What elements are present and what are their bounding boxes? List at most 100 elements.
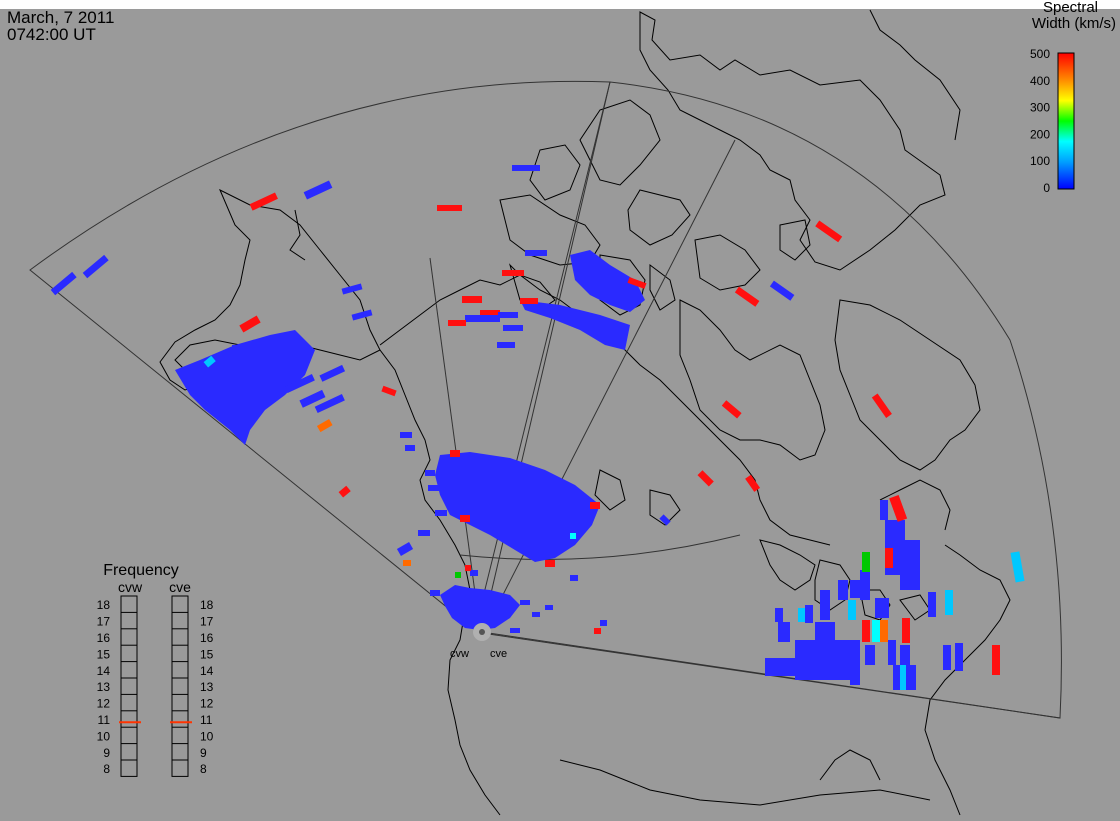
frequency-tick-cvw-11: 11 (98, 713, 111, 727)
scatter-patch (900, 665, 906, 690)
frequency-tick-cve-15: 15 (200, 647, 214, 661)
scatter-patch (795, 640, 860, 680)
scatter-patch (460, 515, 470, 522)
colorbar-title-line1: Spectral (1043, 0, 1098, 16)
radar-scatter-layer (50, 165, 1025, 690)
scatter-patch (880, 620, 888, 642)
scatter-patch (778, 622, 790, 642)
scatter-patch (381, 385, 397, 397)
scatter-patch (545, 605, 553, 610)
top-white-strip (0, 0, 1120, 9)
scatter-patch (450, 450, 460, 457)
frequency-tick-cvw-13: 13 (97, 680, 111, 694)
scatter-patch (470, 570, 478, 576)
frequency-tick-cvw-9: 9 (103, 746, 110, 760)
scatter-patch (203, 355, 216, 368)
scatter-patch (862, 552, 870, 572)
scatter-patch (396, 542, 414, 556)
scatter-patch (314, 394, 345, 414)
scatter-patch (900, 540, 920, 590)
scatter-patch (82, 254, 109, 279)
scatter-patch (594, 628, 601, 634)
scatter-patch (319, 364, 346, 382)
scatter-patch (284, 374, 315, 394)
frequency-column-cvw (120, 595, 138, 777)
scatter-patch (570, 533, 576, 539)
frequency-column-cve (171, 595, 189, 777)
scatter-patch (435, 510, 447, 516)
scatter-central-cluster (435, 452, 600, 562)
scatter-patch (745, 474, 761, 492)
scatter-patch (765, 658, 795, 676)
scatter-patch (627, 277, 647, 289)
scatter-patch (697, 470, 714, 487)
frequency-tick-cvw-17: 17 (97, 615, 111, 629)
colorbar-tick-300: 300 (1030, 101, 1050, 115)
scatter-patch (400, 432, 412, 438)
scatter-patch (871, 393, 892, 418)
scatter-origin-fan (440, 585, 520, 630)
scatter-patch (872, 620, 880, 642)
scatter-patch (590, 502, 600, 509)
frequency-tick-cve-9: 9 (200, 746, 207, 760)
scatter-patch (430, 590, 440, 596)
scatter-patch (50, 271, 77, 296)
scatter-patch (405, 445, 415, 451)
scatter-patch (955, 643, 963, 671)
scatter-patch (351, 309, 373, 321)
scatter-patch (902, 618, 910, 643)
frequency-tick-cve-11: 11 (200, 713, 213, 727)
frequency-tick-cvw-18: 18 (97, 598, 111, 612)
scatter-patch (889, 495, 908, 522)
frequency-tick-cvw-14: 14 (97, 664, 111, 678)
scatter-patch (906, 665, 916, 690)
scatter-patch (570, 575, 578, 581)
frequency-tick-cve-16: 16 (200, 631, 214, 645)
frequency-tick-cve-8: 8 (200, 762, 207, 776)
scatter-patch (815, 622, 835, 642)
scatter-patch (403, 560, 411, 566)
frequency-tick-cve-18: 18 (200, 598, 214, 612)
scatter-patch (798, 608, 806, 622)
scatter-patch (943, 645, 951, 670)
colorbar-tick-200: 200 (1030, 127, 1050, 141)
scatter-patch (299, 389, 326, 408)
colorbar-tick-labels: 500 400 300 200 100 0 (1030, 47, 1050, 195)
scatter-patch (480, 310, 500, 317)
frequency-label-cvw: cvw (118, 579, 143, 595)
frequency-panel: Frequency cvw cve 1817161514131211109818… (97, 562, 214, 777)
scatter-patch (338, 485, 351, 498)
scatter-patch (992, 645, 1000, 675)
scatter-patch (249, 192, 278, 211)
scatter-patch (418, 530, 430, 536)
scatter-patch (880, 500, 888, 520)
scatter-patch (860, 570, 870, 600)
scatter-patch (465, 565, 471, 571)
scatter-patch (520, 600, 530, 605)
frequency-tick-cve-10: 10 (200, 729, 214, 743)
scatter-patch (448, 320, 466, 326)
frequency-scale: 18 17 16 15 14 13 12 11 10 9 8 18 17 16 15 14 13 12 11 10 9 8 (97, 595, 214, 777)
frequency-title: Frequency (103, 562, 179, 579)
scatter-patch (341, 283, 363, 295)
scatter-patch (888, 640, 896, 665)
scatter-patch (885, 548, 893, 568)
date-time-label: March, 7 2011 0742:00 UT (7, 9, 114, 43)
colorbar-title-line2: Width (km/s) (1032, 15, 1116, 32)
scatter-patch (865, 645, 875, 665)
scatter-patch (455, 572, 461, 578)
frequency-tick-cve-17: 17 (200, 615, 214, 629)
date-label: March, 7 2011 (7, 8, 115, 27)
scatter-patch (232, 345, 262, 361)
scatter-patch (465, 315, 500, 322)
scatter-patch (545, 560, 555, 567)
scatter-patch (503, 325, 523, 331)
colorbar-tick-400: 400 (1030, 74, 1050, 88)
scatter-patch (850, 580, 860, 598)
scatter-patch (820, 590, 830, 620)
scatter-patch (805, 605, 813, 623)
frequency-tick-cvw-16: 16 (97, 631, 111, 645)
frequency-tick-cvw-8: 8 (103, 762, 110, 776)
